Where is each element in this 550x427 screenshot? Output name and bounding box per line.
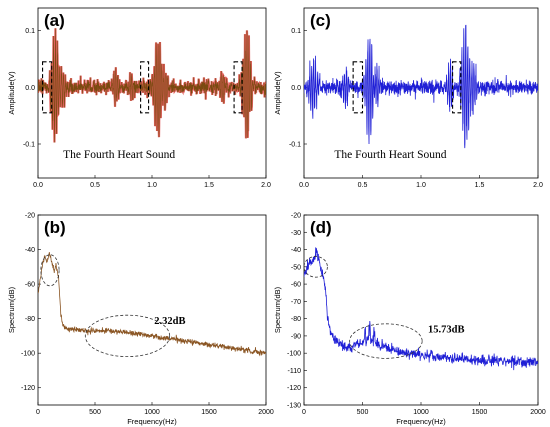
y-tick-label-d: -110 xyxy=(288,368,302,375)
x-axis-label-b: Frequency(Hz) xyxy=(127,417,177,426)
x-tick-label-d: 1000 xyxy=(413,409,429,416)
x-tick-label-a: 2.0 xyxy=(261,182,271,189)
y-tick-label-c: -0.1 xyxy=(289,142,301,149)
y-tick-label-d: -130 xyxy=(287,403,301,410)
y-tick-label-a: 0.0 xyxy=(25,85,35,92)
x-tick-label-a: 1.5 xyxy=(204,182,214,189)
y-tick-label-d: -100 xyxy=(287,351,301,358)
panel-label-c: (c) xyxy=(310,11,331,30)
x-tick-label-b: 500 xyxy=(89,409,101,416)
x-tick-label-b: 1000 xyxy=(144,409,160,416)
db-label-d: 15.73dB xyxy=(428,324,464,335)
y-tick-label-d: -80 xyxy=(291,316,301,323)
spectrum-line-d xyxy=(304,247,538,371)
panel-b: 0 500 1000 1500 2000 -120 -100 -80 -60 -40 -20 Spec… xyxy=(7,213,274,427)
x-axis-label-d: Frequency(Hz) xyxy=(396,417,446,426)
y-tick-label-b: -60 xyxy=(25,282,35,289)
s4-box-c xyxy=(352,61,364,114)
y-tick-label-b: -100 xyxy=(21,351,35,358)
y-axis-label-c: Amplitude(V) xyxy=(273,71,282,115)
highlight-ellipse-b xyxy=(40,254,60,287)
y-axis-label-d: Spectrum(dB) xyxy=(273,286,282,333)
y-tick-label-d: -60 xyxy=(291,282,301,289)
spectrum-line-b xyxy=(38,252,266,357)
db-label-b: 2.32dB xyxy=(154,316,185,327)
y-tick-label-d: -70 xyxy=(291,299,301,306)
y-tick-label-d: -120 xyxy=(287,385,301,392)
x-tick-label-d: 1500 xyxy=(472,409,488,416)
y-tick-label-a: -0.1 xyxy=(23,142,35,149)
x-tick-label-b: 2000 xyxy=(258,409,274,416)
panels: 0.0 0.5 1.0 1.5 2.0 -0.1 0.0 0.1 Amplitude(V) The… xyxy=(7,7,546,427)
signal-line-c xyxy=(304,24,538,149)
x-tick-label-d: 0 xyxy=(302,409,306,416)
y-tick-label-d: -40 xyxy=(291,247,301,254)
s4-box-a xyxy=(140,61,150,114)
x-tick-label-c: 1.0 xyxy=(416,182,426,189)
annotation-a: The Fourth Heart Sound xyxy=(63,149,175,161)
x-tick-label-a: 0.5 xyxy=(90,182,100,189)
y-tick-label-b: -120 xyxy=(21,385,35,392)
y-tick-label-d: -20 xyxy=(291,213,301,220)
highlight-ellipse-b xyxy=(84,314,171,358)
panel-d: 0 500 1000 1500 2000 -130 -120 -110 -100 -90 -80 -7… xyxy=(273,213,546,427)
y-tick-label-d: -30 xyxy=(291,230,301,237)
panel-label-b: (b) xyxy=(44,218,66,237)
x-tick-label-b: 1500 xyxy=(201,409,217,416)
s4-box-a xyxy=(233,61,243,114)
y-tick-label-d: -50 xyxy=(291,264,301,271)
y-tick-label-d: -90 xyxy=(291,333,301,340)
panel-label-d: (d) xyxy=(310,218,332,237)
highlight-ellipse-d xyxy=(349,323,423,359)
y-tick-label-a: 0.1 xyxy=(25,28,35,35)
panel-label-a: (a) xyxy=(44,11,65,30)
y-axis-label-b: Spectrum(dB) xyxy=(7,286,16,333)
y-tick-label-c: 0.1 xyxy=(291,28,301,35)
x-tick-label-d: 2000 xyxy=(530,409,546,416)
panel-a: 0.0 0.5 1.0 1.5 2.0 -0.1 0.0 0.1 Amplitude(V) The… xyxy=(7,7,271,189)
s4-box-a xyxy=(42,61,53,114)
y-tick-label-b: -40 xyxy=(25,247,35,254)
x-tick-label-c: 1.5 xyxy=(475,182,485,189)
y-axis-label-a: Amplitude(V) xyxy=(7,71,16,115)
x-tick-label-a: 0.0 xyxy=(33,182,43,189)
s4-box-c xyxy=(452,61,462,114)
annotation-c: The Fourth Heart Sound xyxy=(334,149,446,161)
signal-line-a xyxy=(38,28,266,143)
highlight-ellipse-d xyxy=(303,256,328,278)
x-tick-label-b: 0 xyxy=(36,409,40,416)
x-tick-label-a: 1.0 xyxy=(147,182,157,189)
y-tick-label-c: 0.0 xyxy=(291,85,301,92)
y-tick-label-b: -20 xyxy=(25,213,35,220)
x-tick-label-d: 500 xyxy=(357,409,369,416)
y-tick-label-b: -80 xyxy=(25,316,35,323)
x-tick-label-c: 0.0 xyxy=(299,182,309,189)
x-tick-label-c: 2.0 xyxy=(533,182,543,189)
panel-c: 0.0 0.5 1.0 1.5 2.0 -0.1 0.0 0.1 Amplitude(V) The… xyxy=(273,7,543,189)
x-tick-label-c: 0.5 xyxy=(358,182,368,189)
